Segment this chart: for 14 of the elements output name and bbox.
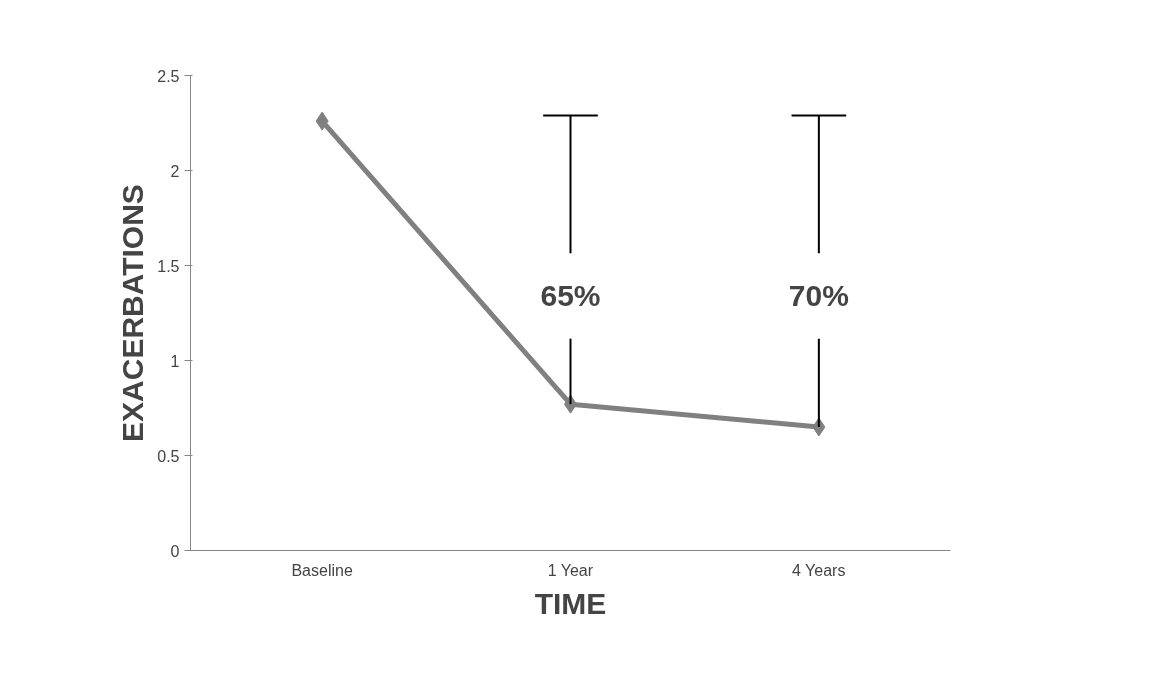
annotation: 70% — [788, 279, 849, 313]
annotation: 65% — [540, 279, 601, 313]
x-tick-label: 1 Year — [547, 561, 594, 579]
y-axis-title: EXACERBATIONS — [116, 184, 150, 442]
x-axis-title: TIME — [534, 586, 607, 620]
x-tick-label: Baseline — [291, 561, 353, 579]
y-tick-label: 2 — [170, 162, 180, 180]
point — [315, 111, 329, 131]
y-tick-label: 2.5 — [157, 67, 180, 85]
y-tick-label: 0 — [170, 542, 180, 560]
x-tick-label: 4 Years — [792, 561, 846, 579]
y-tick-label: 1 — [170, 352, 180, 370]
y-tick-label: 0.5 — [157, 447, 180, 465]
y-tick-label: 1.5 — [157, 257, 180, 275]
